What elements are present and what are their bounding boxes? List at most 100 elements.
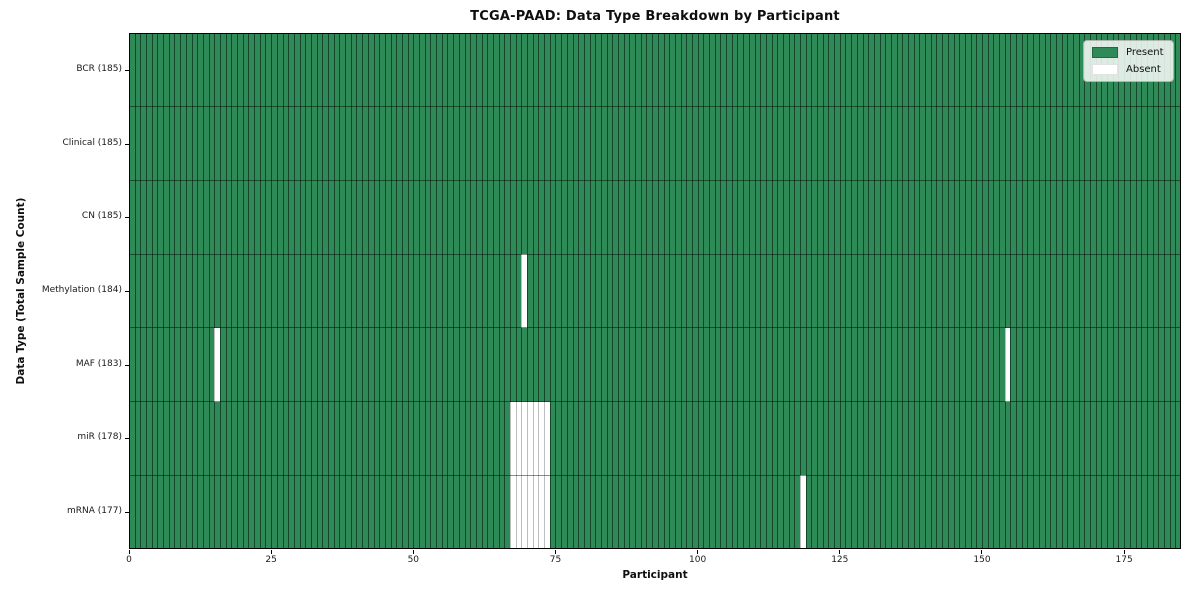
heatmap-cell	[680, 254, 687, 328]
heatmap-cell	[788, 180, 795, 255]
legend-entry-present: Present	[1092, 47, 1164, 58]
heatmap-cell	[720, 33, 727, 107]
heatmap-cell	[1078, 180, 1085, 255]
heatmap-cell	[157, 180, 164, 255]
heatmap-cell	[919, 327, 926, 402]
heatmap-cell	[441, 254, 448, 328]
heatmap-cell	[1169, 401, 1176, 476]
heatmap-cell	[618, 33, 624, 107]
heatmap-cell	[407, 254, 414, 328]
heatmap-cell	[316, 106, 323, 181]
heatmap-cell	[1061, 106, 1068, 181]
heatmap-cell	[1101, 401, 1108, 476]
heatmap-cell	[225, 254, 232, 328]
heatmap-cell	[777, 106, 783, 181]
heatmap-cell	[942, 33, 948, 107]
heatmap-cell	[566, 180, 573, 255]
heatmap-cell	[219, 401, 226, 476]
heatmap-cell	[174, 106, 181, 181]
heatmap-cell	[538, 401, 545, 476]
heatmap-cell	[873, 254, 880, 328]
heatmap-cell	[993, 327, 1000, 402]
heatmap-cell	[578, 33, 584, 107]
heatmap-cell	[384, 254, 391, 328]
heatmap-cell	[851, 33, 857, 107]
heatmap-cell	[964, 33, 971, 107]
heatmap-cell	[185, 475, 192, 549]
heatmap-cell	[373, 180, 380, 255]
heatmap-cell	[714, 475, 721, 549]
heatmap-cell	[464, 401, 471, 476]
heatmap-cell	[1090, 401, 1096, 476]
heatmap-cell	[487, 401, 493, 476]
heatmap-cell	[959, 33, 965, 107]
y-tick-label: mRNA (177)	[67, 506, 122, 517]
heatmap-cell	[663, 475, 670, 549]
heatmap-cell	[527, 180, 533, 255]
heatmap-cell	[800, 327, 806, 402]
heatmap-cell	[805, 106, 812, 181]
heatmap-cell	[305, 475, 311, 549]
heatmap-cell	[231, 327, 238, 402]
heatmap-cell	[1146, 254, 1153, 328]
heatmap-cell	[908, 401, 914, 476]
heatmap-cell	[606, 327, 613, 402]
heatmap-cell	[350, 401, 357, 476]
heatmap-cell	[600, 401, 607, 476]
heatmap-cell	[299, 254, 306, 328]
heatmap-cell	[743, 475, 749, 549]
heatmap-cell	[1090, 106, 1096, 181]
heatmap-cell	[737, 33, 744, 107]
heatmap-cell	[401, 106, 408, 181]
heatmap-cell	[1021, 401, 1028, 476]
heatmap-cell	[237, 33, 243, 107]
heatmap-cell	[862, 33, 869, 107]
heatmap-cell	[896, 401, 903, 476]
heatmap-cell	[953, 401, 960, 476]
heatmap-cell	[822, 180, 829, 255]
heatmap-cell	[925, 180, 931, 255]
heatmap-cell	[834, 254, 840, 328]
heatmap-cell	[151, 180, 158, 255]
heatmap-cell	[544, 106, 550, 181]
heatmap-cell	[492, 106, 499, 181]
heatmap-cell	[379, 327, 385, 402]
heatmap-cell	[481, 401, 488, 476]
heatmap-cell	[151, 401, 158, 476]
heatmap-cell	[549, 180, 556, 255]
heatmap-cell	[333, 327, 340, 402]
heatmap-cell	[339, 327, 346, 402]
heatmap-cell	[612, 106, 619, 181]
heatmap-cell	[1163, 401, 1170, 476]
heatmap-cell	[401, 180, 408, 255]
heatmap-cell	[890, 327, 897, 402]
heatmap-cell	[407, 401, 414, 476]
heatmap-cell	[1175, 327, 1181, 402]
heatmap-cell	[1141, 401, 1147, 476]
heatmap-cell	[1050, 106, 1056, 181]
heatmap-cell	[623, 254, 630, 328]
heatmap-cell	[1044, 401, 1051, 476]
heatmap-cell	[828, 106, 835, 181]
heatmap-cell	[202, 33, 209, 107]
heatmap-cell	[896, 33, 903, 107]
heatmap-cell	[475, 254, 482, 328]
heatmap-cell	[458, 401, 465, 476]
heatmap-cell	[817, 475, 823, 549]
heatmap-cell	[1152, 254, 1159, 328]
heatmap-cell	[947, 254, 954, 328]
heatmap-cell	[237, 475, 243, 549]
heatmap-cell	[1112, 254, 1119, 328]
heatmap-cell	[561, 475, 567, 549]
heatmap-cell	[168, 401, 175, 476]
heatmap-cell	[441, 106, 448, 181]
heatmap-cell	[470, 327, 476, 402]
heatmap-cell	[839, 401, 846, 476]
heatmap-cell	[271, 33, 277, 107]
heatmap-cell	[856, 180, 863, 255]
heatmap-cell	[544, 33, 550, 107]
heatmap-cell	[373, 475, 380, 549]
heatmap-cell	[527, 33, 533, 107]
heatmap-cell	[163, 254, 169, 328]
heatmap-cell	[396, 106, 402, 181]
